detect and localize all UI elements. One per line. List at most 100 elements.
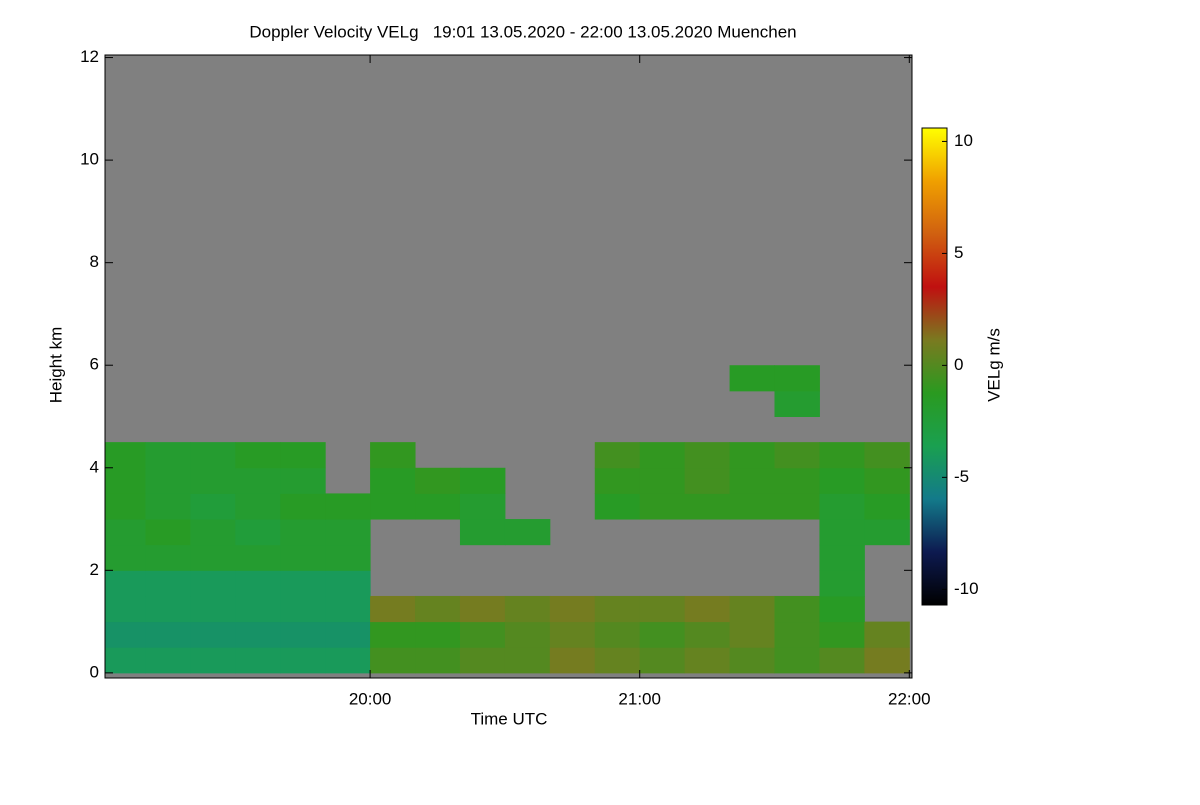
x-axis-label: Time UTC [471, 709, 548, 728]
heatmap-cell [415, 621, 461, 648]
heatmap-cell [145, 647, 191, 674]
heatmap-cell [639, 595, 686, 623]
heatmap-cell [280, 467, 326, 494]
heatmap-cell [504, 595, 551, 623]
heatmap-cell [549, 647, 596, 674]
x-tick-label: 20:00 [349, 689, 392, 708]
y-axis-label: Height km [46, 327, 65, 404]
heatmap-cell [864, 467, 910, 494]
heatmap-cell [504, 621, 551, 648]
heatmap-cell [325, 621, 371, 648]
heatmap-cell [235, 621, 281, 648]
heatmap-cell [145, 519, 191, 546]
heatmap-cell [684, 647, 731, 674]
chart-title: Doppler Velocity VELg 19:01 13.05.2020 -… [249, 22, 796, 41]
colorbar-label: VELg m/s [984, 328, 1003, 402]
heatmap-cell [774, 442, 820, 469]
heatmap-cell [864, 621, 910, 648]
colorbar-tick-label: 5 [954, 243, 963, 262]
colorbar-tick-label: 10 [954, 131, 973, 150]
heatmap-cell [684, 467, 731, 494]
heatmap-cell [235, 442, 281, 469]
heatmap-cell [190, 621, 236, 648]
x-tick-label: 21:00 [618, 689, 661, 708]
heatmap-cell [684, 621, 731, 648]
heatmap-cell [235, 570, 281, 597]
heatmap-cell [145, 493, 191, 520]
heatmap-cell [459, 621, 506, 648]
heatmap-cell [235, 493, 281, 520]
heatmap-cell [370, 647, 416, 674]
colorbar [921, 127, 948, 606]
heatmap-cell [280, 442, 326, 469]
heatmap-cell [729, 442, 776, 469]
heatmap-cell [819, 647, 865, 674]
heatmap-cell [145, 595, 191, 623]
y-tick-label: 12 [80, 47, 99, 66]
heatmap-cell [459, 493, 506, 520]
heatmap-cell [145, 570, 191, 597]
heatmap-cell [729, 595, 776, 623]
heatmap-cell [729, 647, 776, 674]
heatmap-cell [504, 647, 551, 674]
heatmap-cell [370, 442, 416, 469]
heatmap-cell [415, 595, 461, 623]
heatmap-cell [639, 621, 686, 648]
heatmap-cell [190, 544, 236, 571]
heatmap-cell [639, 442, 686, 469]
heatmap-cell [594, 493, 641, 520]
y-tick-label: 4 [90, 457, 99, 476]
heatmap-cell [415, 467, 461, 494]
y-tick-label: 2 [90, 560, 99, 579]
heatmap-cell [819, 570, 865, 597]
heatmap-cell [370, 595, 416, 623]
heatmap-cell [325, 570, 371, 597]
y-tick-label: 6 [90, 355, 99, 374]
x-tick-label: 22:00 [888, 689, 931, 708]
heatmap-cell [594, 647, 641, 674]
heatmap-cell [459, 647, 506, 674]
heatmap-cell [415, 493, 461, 520]
heatmap-cell [280, 595, 326, 623]
plot-frame [104, 54, 913, 679]
heatmap-cell [280, 493, 326, 520]
heatmap-cell [729, 493, 776, 520]
heatmap-cell [145, 621, 191, 648]
heatmap-cell [325, 493, 371, 520]
heatmap-cell [190, 595, 236, 623]
heatmap-cell [504, 519, 551, 546]
heatmap-cell [190, 570, 236, 597]
heatmap-cell [864, 442, 910, 469]
heatmap-cell [774, 621, 820, 648]
heatmap-cell [145, 467, 191, 494]
heatmap-cell [864, 519, 910, 546]
heatmap-cell [145, 544, 191, 571]
heatmap-cell [729, 467, 776, 494]
heatmap-cell [459, 595, 506, 623]
heatmap-cell [415, 647, 461, 674]
heatmap-cell [235, 544, 281, 571]
heatmap-cell [639, 493, 686, 520]
heatmap-cell [819, 442, 865, 469]
heatmap-cell [105, 467, 146, 494]
heatmap-cell [190, 647, 236, 674]
heatmap-cell [105, 570, 146, 597]
heatmap-cell [235, 595, 281, 623]
heatmap-cell [190, 519, 236, 546]
heatmap-cell [105, 595, 146, 623]
heatmap-cell [105, 519, 146, 546]
heatmap-cell [105, 544, 146, 571]
heatmap-cell [774, 647, 820, 674]
heatmap-cell [459, 519, 506, 546]
heatmap-cell [459, 467, 506, 494]
heatmap-cell [370, 621, 416, 648]
colorbar-tick-label: -5 [954, 467, 969, 486]
heatmap-cell [864, 493, 910, 520]
heatmap-cell [235, 647, 281, 674]
heatmap-cell [774, 595, 820, 623]
heatmap-cell [105, 442, 146, 469]
heatmap-cell [280, 647, 326, 674]
heatmap-cell [819, 519, 865, 546]
